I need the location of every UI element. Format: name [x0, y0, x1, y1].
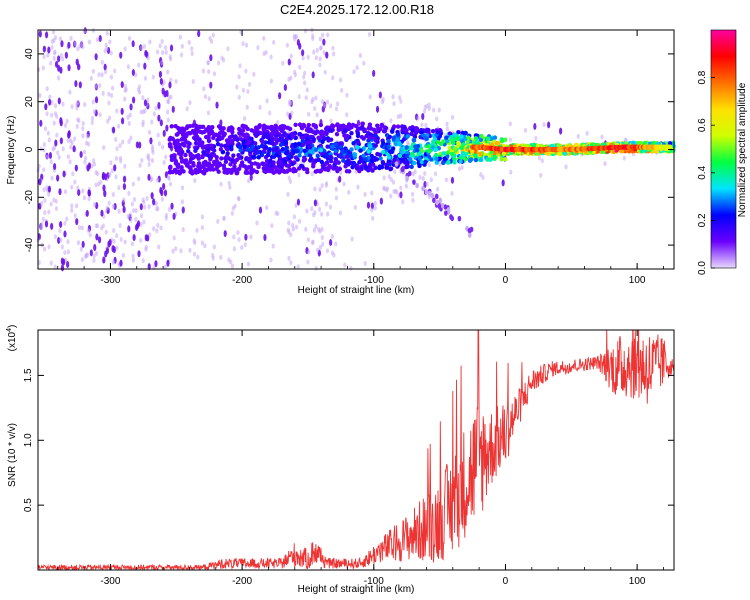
spectrogram-x-axis: -300 -200 -100 0 100	[57, 30, 664, 286]
x-tick-label: -200	[232, 275, 252, 286]
y-tick-label: 40	[24, 48, 35, 60]
colorbar-label: Normalized spectral amplitude	[737, 82, 748, 217]
colorbar-tick-label: 0.2	[697, 213, 708, 227]
y-tick-label: -40	[24, 237, 35, 252]
y-tick-label: 0.5	[23, 498, 34, 512]
snr-y-label: SNR (10 * v/v)	[7, 423, 18, 487]
x-tick-label: -100	[364, 576, 384, 587]
snr-series-line	[38, 330, 674, 570]
figure-title: C2E4.2025.172.12.00.R18	[280, 2, 434, 17]
x-tick-label: 0	[503, 576, 509, 587]
x-tick-label: -300	[100, 275, 120, 286]
y-tick-label: 0	[24, 146, 35, 152]
y-tick-label: 20	[24, 96, 35, 108]
x-tick-label: 100	[629, 576, 646, 587]
y-tick-label: 1.0	[23, 433, 34, 447]
snr-multiplier-base: (x10	[7, 331, 18, 351]
colorbar-ticks: 0.0 0.2 0.4 0.6 0.8	[697, 70, 715, 275]
y-tick-label: 1.5	[23, 368, 34, 382]
colorbar-tick-label: 0.8	[697, 70, 708, 84]
colorbar-tick-label: 0.0	[697, 261, 708, 275]
svg-text:(x104): (x104)	[6, 325, 18, 352]
colorbar: 0.0 0.2 0.4 0.6 0.8 Normalized spectral ampl…	[697, 29, 748, 275]
snr-multiplier: (x104)	[6, 325, 18, 352]
y-tick-label: -20	[24, 190, 35, 205]
spectrogram-y-label: Frequency (Hz)	[6, 116, 17, 185]
snr-frame	[37, 329, 675, 571]
colorbar-gradient	[710, 29, 737, 269]
colorbar-tick-label: 0.4	[697, 165, 708, 179]
x-tick-label: -200	[232, 576, 252, 587]
colorbar-tick-label: 0.6	[697, 118, 708, 132]
snr-multiplier-exp: 4	[6, 328, 13, 332]
x-tick-label: -300	[100, 576, 120, 587]
x-tick-label: -100	[364, 275, 384, 286]
spectrogram-cloud	[36, 27, 676, 272]
snr-panel: -300 -200 -100 0 100 0.5 1.0 1.5 Height of str…	[6, 325, 675, 595]
spectrogram-ridge	[470, 144, 673, 153]
spectrogram-x-label: Height of straight line (km)	[298, 285, 415, 296]
x-tick-label: 100	[629, 275, 646, 286]
snr-x-axis: -300 -200 -100 0 100	[57, 330, 664, 587]
x-tick-label: 0	[503, 275, 509, 286]
snr-background	[38, 330, 674, 570]
spectrogram-y-axis: -40 -20 0 20 40	[24, 48, 674, 252]
snr-x-label: Height of straight line (km)	[298, 584, 415, 595]
snr-y-axis: 0.5 1.0 1.5	[23, 368, 674, 512]
